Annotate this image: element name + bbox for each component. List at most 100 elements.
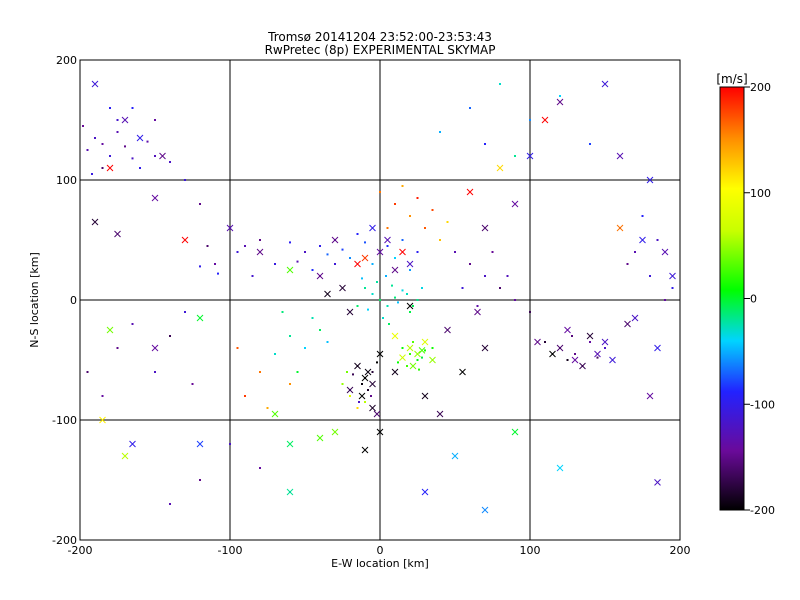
x-axis: -200 -100 0 100 200 [68, 544, 691, 557]
data-point-x [541, 116, 549, 124]
data-point-x [399, 354, 406, 361]
data-point-x [451, 452, 459, 460]
data-point-dot [244, 245, 246, 247]
data-point-dot [421, 287, 423, 289]
x-tick-label: 100 [520, 544, 541, 557]
data-point-x [376, 428, 384, 436]
data-point-dot [367, 389, 369, 391]
data-point-dot [334, 263, 336, 265]
data-point-dot [199, 479, 201, 481]
data-point-dot [281, 311, 284, 313]
data-point-dot [379, 191, 381, 193]
data-point-x [654, 479, 661, 486]
data-point-dot [296, 260, 299, 263]
data-point-x [654, 344, 661, 352]
data-point-dot [424, 349, 426, 352]
data-point-dot [391, 284, 393, 287]
data-point-dot [319, 329, 321, 331]
data-point-dot [169, 161, 171, 163]
data-point-dot [199, 203, 201, 205]
data-point-x [556, 464, 564, 472]
data-point-dot [418, 368, 420, 371]
data-point-dot [311, 269, 314, 271]
data-point-x [496, 164, 504, 172]
y-tick-label: 0 [70, 294, 77, 307]
data-point-x [564, 326, 571, 334]
data-point-x [256, 248, 264, 256]
colorbar-label: [m/s] [716, 72, 747, 86]
data-point-x [226, 224, 234, 232]
data-point-dot [371, 293, 374, 295]
data-point-x [354, 260, 361, 268]
data-point-x [616, 152, 624, 160]
data-point-dot [596, 356, 599, 359]
data-point-dot [289, 383, 291, 385]
data-point-x [481, 224, 489, 232]
data-point-dot [394, 203, 396, 205]
data-point-x [331, 428, 339, 436]
colorbar-tick-label: -100 [750, 398, 775, 411]
x-tick-label: 0 [377, 544, 384, 557]
x-tick-label: -200 [68, 544, 93, 557]
data-point-dot [154, 155, 156, 157]
data-point-dot [469, 107, 471, 109]
y-tick-label: 100 [56, 174, 77, 187]
data-point-dot [397, 301, 399, 304]
data-point-x [616, 224, 624, 232]
data-point-dot [236, 251, 239, 253]
data-point-dot [416, 197, 419, 199]
data-point-x [421, 488, 429, 496]
data-point-dot [446, 221, 449, 223]
colorbar: [m/s] 200 100 0 -100 -200 [716, 72, 775, 517]
data-point-dot [236, 347, 239, 349]
data-point-dot [416, 359, 419, 361]
data-point-dot [361, 277, 363, 280]
data-point-x [358, 392, 366, 400]
data-point-dot [86, 371, 89, 373]
data-point-dot [649, 275, 651, 277]
data-point-dot [214, 263, 216, 265]
data-point-x [601, 80, 609, 88]
data-point-dot [376, 361, 378, 364]
data-point-dot [371, 263, 374, 265]
data-point-dot [259, 239, 261, 241]
data-point-x [106, 164, 114, 172]
data-point-x [481, 506, 489, 514]
data-point-dot [91, 173, 93, 175]
data-point-x [556, 98, 564, 106]
data-point-dot [412, 305, 414, 307]
data-point-dot [259, 371, 261, 373]
data-point-x [579, 362, 586, 370]
data-point-x [556, 344, 564, 352]
data-point-x [571, 356, 579, 364]
data-point-x [526, 152, 534, 160]
data-point-dot [367, 308, 369, 311]
data-point-dot [626, 263, 629, 265]
data-point-dot [401, 289, 404, 292]
data-point-dot [529, 311, 531, 313]
data-points [82, 80, 676, 514]
data-point-x [106, 326, 114, 334]
data-point-dot [146, 140, 149, 143]
data-point-x [474, 308, 481, 316]
data-point-dot [491, 251, 494, 253]
data-point-dot [217, 272, 219, 275]
data-point-dot [349, 257, 351, 259]
data-point-dot [86, 149, 89, 151]
data-point-dot [358, 401, 360, 403]
data-point-dot [184, 311, 186, 313]
data-point-dot [304, 347, 306, 349]
y-axis-label: N-S location [km] [28, 252, 41, 348]
data-point-x [196, 440, 204, 448]
data-point-dot [401, 185, 404, 187]
data-point-dot [589, 143, 591, 145]
data-point-dot [116, 131, 119, 133]
data-point-dot [664, 299, 666, 301]
data-point-dot [409, 311, 411, 313]
data-point-dot [109, 155, 111, 157]
data-point-x [324, 290, 331, 298]
data-point-dot [326, 341, 329, 343]
data-point-dot [406, 293, 408, 295]
data-point-dot [589, 341, 591, 343]
data-point-x [586, 332, 594, 340]
